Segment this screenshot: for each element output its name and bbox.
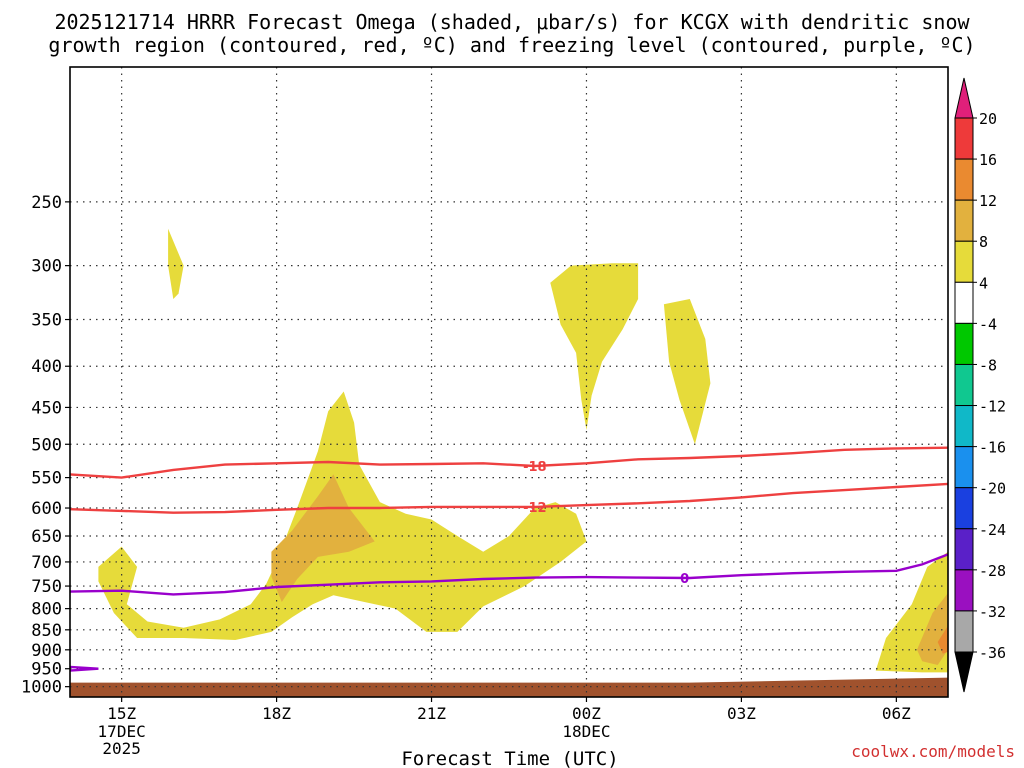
omega-negative-region-3: [901, 366, 928, 434]
colorbar-swatch-11: [954, 569, 974, 612]
y-tick-label-300: 300: [31, 257, 62, 277]
plot-frame: [69, 66, 949, 698]
colorbar-swatch-0: [954, 117, 974, 160]
x-tick-label-15Z: 15Z: [107, 704, 136, 723]
colorbar-label-2: 12: [979, 192, 997, 210]
colorbar-label-3: 8: [979, 233, 988, 251]
contour-label--12: -12: [523, 501, 547, 516]
omega-region-4: [663, 299, 711, 445]
omega-region-2: [168, 228, 184, 299]
colorbar-label-10: -24: [979, 521, 1006, 539]
y-tick-label-1000: 1000: [21, 678, 62, 698]
y-tick-label-400: 400: [31, 357, 62, 377]
colorbar-label-13: -36: [979, 644, 1006, 662]
colorbar-top-arrow: [954, 77, 974, 119]
colorbar-swatch-1: [954, 158, 974, 201]
x-tick-label-21Z: 21Z: [417, 704, 446, 723]
colorbar-swatch-3: [954, 240, 974, 283]
contour-0-low: [69, 665, 99, 672]
y-tick-label-700: 700: [31, 553, 62, 573]
x-axis-label: Forecast Time (UTC): [401, 748, 618, 768]
y-tick-label-900: 900: [31, 641, 62, 661]
colorbar-label-1: 16: [979, 151, 997, 169]
colorbar-swatch-10: [954, 528, 974, 571]
contour-0: [69, 553, 949, 596]
x-tick-label-03Z: 03Z: [727, 704, 756, 723]
plot-background: [70, 67, 948, 697]
contour--18: [69, 446, 949, 479]
colorbar-label-6: -8: [979, 356, 997, 374]
omega-negative-region-2: [834, 259, 866, 325]
colorbar-bottom-arrow: [954, 651, 974, 693]
omega-region-3: [550, 263, 639, 430]
colorbar-label-4: 4: [979, 274, 988, 292]
colorbar-label-8: -16: [979, 439, 1006, 457]
colorbar-label-0: 20: [979, 110, 997, 128]
colorbar-swatch-12: [954, 610, 974, 653]
contour-label--18: -18: [523, 460, 547, 475]
colorbar-label-11: -28: [979, 562, 1006, 580]
omega-negative-region-1: [165, 447, 187, 562]
credit-footer: coolwx.com/models: [851, 742, 1015, 761]
chart-title-line1: 2025121714 HRRR Forecast Omega (shaded, …: [54, 10, 970, 34]
ground-surface: [70, 677, 948, 697]
plot-area: -18 -12 0 250 300 350 400 450 500 550 600 650 700 750…: [21, 66, 949, 758]
y-tick-label-350: 350: [31, 311, 62, 331]
colorbar: 20 16 12 8 4 -4 -8 -12 -16 -20 -24 -28 -32 -36: [954, 77, 1006, 693]
omega-negative-region-0: [101, 288, 138, 400]
y-tick-label-550: 550: [31, 469, 62, 489]
colorbar-swatch-9: [954, 487, 974, 530]
colorbar-label-9: -20: [979, 480, 1006, 498]
x-tick-sublabel-00Z-0: 18DEC: [562, 722, 610, 741]
colorbar-label-7: -12: [979, 398, 1006, 416]
y-tick-label-800: 800: [31, 600, 62, 620]
colorbar-label-5: -4: [979, 315, 997, 333]
chart-title-line2: growth region (contoured, red, ºC) and f…: [48, 33, 975, 57]
colorbar-swatch-7: [954, 405, 974, 448]
y-tick-label-500: 500: [31, 435, 62, 455]
y-tick-label-600: 600: [31, 499, 62, 519]
x-tick-label-00Z: 00Z: [572, 704, 601, 723]
contour--12: [69, 482, 949, 514]
y-tick-label-250: 250: [31, 193, 62, 213]
omega-region-7: [937, 625, 948, 654]
colorbar-swatch-6: [954, 363, 974, 407]
x-tick-sublabel-15Z-0: 17DEC: [98, 722, 146, 741]
y-tick-label-650: 650: [31, 527, 62, 547]
x-tick-sublabel-15Z-1: 2025: [102, 739, 141, 758]
y-tick-label-750: 750: [31, 577, 62, 597]
omega-region-1: [271, 474, 375, 602]
y-tick-label-450: 450: [31, 398, 62, 418]
x-tick-label-06Z: 06Z: [882, 704, 911, 723]
colorbar-swatch-5: [954, 322, 974, 365]
contour-label-0: 0: [680, 572, 689, 587]
colorbar-swatch-8: [954, 446, 974, 489]
colorbar-swatch-4: [954, 281, 974, 324]
x-tick-label-18Z: 18Z: [262, 704, 291, 723]
y-tick-label-950: 950: [31, 660, 62, 680]
colorbar-label-12: -32: [979, 603, 1006, 621]
y-tick-label-850: 850: [31, 621, 62, 641]
colorbar-swatch-2: [954, 199, 974, 242]
